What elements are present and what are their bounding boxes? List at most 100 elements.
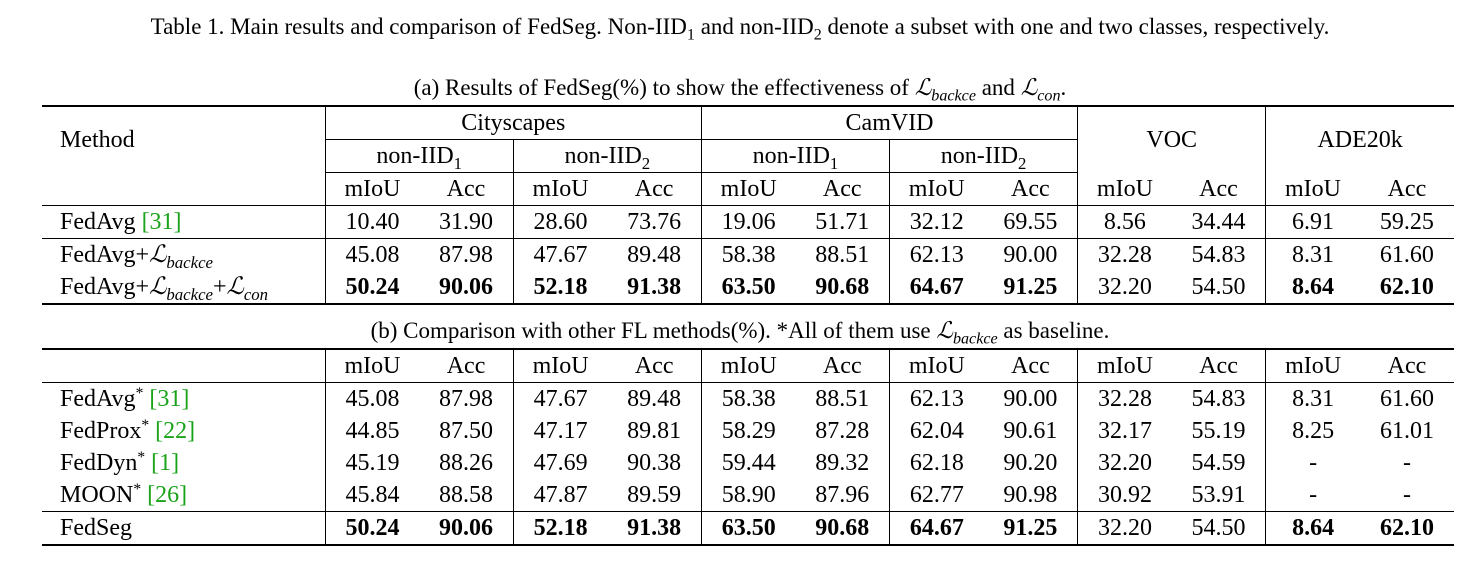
metric-header-row-b: mIoU Acc mIoU Acc mIoU Acc mIoU Acc mIoU Acc mIoU A…: [42, 349, 1454, 383]
a-value-cell: 59.25: [1379, 209, 1434, 235]
part-b-caption: (b) Comparison with other FL methods(%).…: [370, 318, 1110, 348]
b-value-cell: 54.83: [1191, 386, 1246, 412]
b-value-cell: 90.06: [439, 515, 494, 541]
method-star: *: [133, 481, 142, 499]
b-value-cell: 8.64: [1265, 511, 1360, 545]
b-value-cell: 90.38: [627, 450, 682, 476]
table-row: FedProx* [22] 44.85 87.50 47.17 89.81 58.29 87…: [42, 415, 1454, 447]
b-metric-1: Acc: [446, 353, 486, 379]
b-value-cell: 47.17: [512, 415, 608, 447]
b-value-cell: 90.68: [815, 515, 870, 541]
b-value-cell: 8.31: [1265, 382, 1360, 415]
loss-subscript: backce: [166, 284, 213, 304]
b-value-cell: 87.98: [439, 386, 494, 412]
table-row: FedAvg [31] 10.40 31.90 28.60 73.76 19.06 51.7…: [42, 205, 1454, 239]
a-value-cell: 51.71: [815, 209, 870, 235]
b-metric-9: Acc: [1199, 353, 1238, 379]
b-value-cell: 55.19: [1191, 418, 1246, 444]
b-metric-11: Acc: [1387, 353, 1427, 379]
a-value-cell: 8.31: [1265, 238, 1360, 271]
a-value-cell: 90.06: [438, 274, 493, 300]
a-metric-1: Acc: [446, 176, 486, 202]
b-value-cell: 44.85: [324, 415, 420, 447]
b-value-cell: -: [1265, 479, 1360, 512]
a-metric-11: Acc: [1387, 175, 1427, 202]
b-value-cell: 58.29: [700, 415, 796, 447]
b-value-cell: -: [1265, 447, 1360, 479]
a-value-cell: 32.12: [888, 205, 984, 239]
a-value-cell: 87.98: [438, 242, 493, 268]
a-value-cell: 91.38: [627, 274, 682, 300]
caption-sub1: 1: [686, 26, 695, 44]
a-metric-6: mIoU: [888, 172, 984, 206]
b-value-cell: 90.20: [1003, 450, 1058, 476]
b-value-cell: 47.87: [512, 479, 608, 512]
a-value-cell: 61.60: [1379, 242, 1434, 268]
b-value-cell: 54.59: [1191, 450, 1246, 476]
b-metric-4: mIoU: [700, 349, 796, 383]
a-value-cell: 45.08: [324, 238, 420, 271]
table-row: FedDyn* [1] 45.19 88.26 47.69 90.38 59.44 89.3…: [42, 447, 1454, 479]
a-metric-5: Acc: [822, 176, 862, 202]
a-method-name: FedAvg [31]: [42, 206, 325, 239]
a-value-cell: 8.56: [1077, 205, 1172, 239]
b-value-cell: 32.20: [1077, 511, 1172, 545]
caption-prefix: Table 1. Main results and comparison of …: [150, 14, 687, 39]
a-value-cell: 91.25: [1003, 274, 1058, 300]
b-value-cell: 62.04: [889, 415, 984, 447]
table-row: FedSeg 50.24 90.06 52.18 91.38 63.50 90.68 64.6…: [42, 511, 1454, 546]
b-value-cell: 50.24: [324, 511, 420, 545]
a-value-cell: 54.83: [1191, 242, 1246, 268]
a-value-cell: 88.51: [815, 242, 870, 268]
b-value-cell: 89.81: [627, 418, 682, 444]
b-metric-3: Acc: [634, 353, 674, 379]
b-value-cell: 32.28: [1077, 382, 1172, 415]
table-caption: Table 1. Main results and comparison of …: [0, 12, 1480, 44]
b-value-cell: 54.50: [1191, 515, 1246, 541]
b-value-cell: 90.00: [1003, 386, 1058, 412]
a-metric-8: mIoU: [1077, 172, 1172, 206]
a-value-cell: 10.40: [324, 205, 420, 239]
b-value-cell: 32.17: [1077, 415, 1172, 447]
b-value-cell: 90.98: [1003, 482, 1058, 508]
b-method-name: FedDyn* [1]: [42, 447, 325, 479]
table-row: FedAvg* [31] 45.08 87.98 47.67 89.48 58.38 88.…: [42, 382, 1454, 416]
b-value-cell: 58.38: [700, 382, 796, 415]
b-value-cell: 91.38: [627, 515, 682, 541]
split-camvid-1: non-IID1: [700, 139, 890, 173]
results-table-b: mIoU Acc mIoU Acc mIoU Acc mIoU Acc mIoU Acc mIoU A…: [42, 348, 1454, 546]
b-value-cell: 62.13: [889, 382, 984, 415]
metric-header-row: mIoU Acc mIoU Acc mIoU Acc mIoU Acc mIoU Acc mIoU A…: [42, 172, 1454, 206]
b-value-cell: 30.92: [1077, 479, 1172, 512]
b-method-name: FedAvg* [31]: [42, 383, 325, 416]
b-value-cell: -: [1402, 482, 1411, 508]
method-header: Method: [60, 126, 135, 153]
a-value-cell: 50.24: [324, 271, 420, 304]
citation-link: [1]: [151, 450, 180, 476]
method-plus: +: [212, 274, 227, 300]
method-label: FedAvg: [60, 209, 142, 235]
citation-link: [26]: [147, 482, 188, 508]
dataset-cityscapes: Cityscapes: [324, 106, 702, 140]
a-value-cell: 89.48: [627, 242, 682, 268]
b-value-cell: 87.28: [815, 418, 870, 444]
b-value-cell: 53.91: [1191, 482, 1246, 508]
b-method-name: FedSeg: [42, 512, 325, 546]
a-method-name: FedAvg+ℒbackce: [42, 239, 325, 272]
b-value-cell: 90.61: [1003, 418, 1058, 444]
b-value-cell: 88.26: [439, 450, 494, 476]
b-value-cell: 88.51: [815, 386, 870, 412]
table-row: FedAvg+ℒbackce+ℒcon 50.24 90.06 52.18 91.38 6…: [42, 271, 1454, 304]
dataset-ade20k: ADE20k: [1265, 106, 1454, 173]
b-value-cell: 47.69: [512, 447, 608, 479]
a-value-cell: 62.10: [1379, 274, 1434, 300]
a-value-cell: 34.44: [1191, 209, 1246, 235]
a-value-cell: 52.18: [512, 271, 608, 304]
dataset-camvid: CamVID: [700, 106, 1078, 140]
b-metric-6: mIoU: [889, 349, 984, 383]
method-star: *: [135, 385, 144, 403]
a-value-cell: 64.67: [888, 271, 984, 304]
b-value-cell: 64.67: [889, 511, 984, 545]
b-value-cell: 45.08: [324, 382, 420, 415]
caption-mid: and non-IID: [694, 14, 814, 39]
